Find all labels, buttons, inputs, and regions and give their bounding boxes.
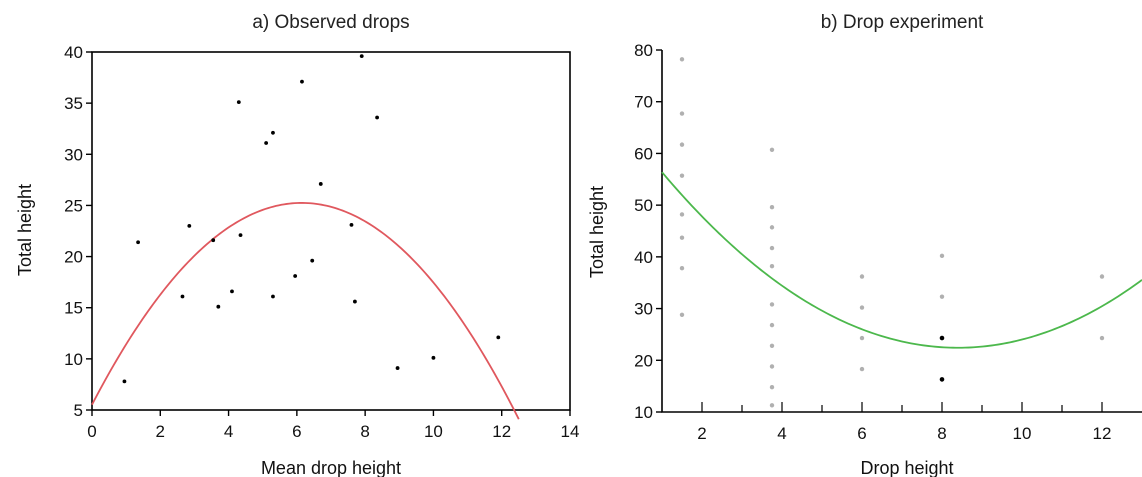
x-tick-label-b: 4 [777,424,786,443]
panel-observed-drops: a) Observed drops Mean drop height Total… [15,12,579,477]
x-axis-label-b: Drop height [860,458,953,477]
data-point-b [769,147,775,153]
data-point-a [187,223,192,228]
y-tick-label-a: 15 [64,299,83,318]
y-tick-label-b: 40 [634,248,653,267]
data-point-a [359,54,364,58]
y-tick-label-b: 70 [634,93,653,112]
x-tick-label-a: 12 [492,422,511,441]
y-tick-label-b: 30 [634,300,653,319]
data-point-a [310,258,315,263]
data-point-a [318,182,323,186]
x-tick-label-a: 10 [424,422,443,441]
data-point-a [238,233,243,237]
data-point-a [236,100,241,105]
data-point-b [679,235,685,240]
data-point-a [300,79,304,84]
data-point-a [216,304,221,309]
y-tick-label-a: 35 [64,94,83,113]
x-tick-label-b: 10 [1013,424,1032,443]
data-point-b [859,335,865,341]
data-point-b [859,366,865,372]
data-point-b [1099,335,1105,341]
y-tick-label-a: 40 [64,43,83,62]
data-point-a [496,335,501,340]
x-tick-label-b: 6 [857,424,866,443]
data-point-b [769,384,775,390]
data-point-a [349,222,354,227]
data-point-a [293,274,298,278]
fit-curve-a [91,202,520,420]
y-tick-label-a: 20 [64,248,83,267]
x-tick-label-b: 12 [1093,424,1112,443]
axis-lines-b [661,50,1142,413]
data-point-b [679,173,685,178]
chart-title-a: a) Observed drops [252,12,409,33]
fit-curve-b [661,171,1142,349]
x-tick-label-b: 2 [697,424,706,443]
data-point-b [769,364,775,369]
data-point-a [395,366,400,370]
y-tick-label-a: 10 [64,350,83,369]
y-tick-label-a: 5 [74,401,83,420]
data-point-b [939,335,945,341]
data-point-a [271,294,275,299]
data-point-a [122,379,127,384]
y-tick-label-b: 10 [634,403,653,422]
data-point-b [679,57,685,62]
data-point-b [939,294,945,299]
data-point-b [939,377,945,382]
y-tick-label-b: 50 [634,196,653,215]
data-point-a [136,240,140,245]
data-point-a [180,294,185,299]
data-point-b [939,253,945,259]
data-point-a [230,289,234,294]
data-point-a [375,115,379,120]
data-point-b [679,142,685,147]
data-point-b [769,225,775,230]
data-point-b [769,205,775,210]
y-axis-label-a: Total height [15,184,35,276]
data-point-b [859,305,865,310]
data-point-a [353,299,357,304]
data-point-b [859,274,865,279]
data-point-a [264,141,269,145]
data-point-b [769,403,775,408]
data-point-b [769,245,775,251]
data-point-b [1099,274,1105,279]
data-point-a [211,238,216,243]
data-point-b [769,302,775,307]
x-tick-label-a: 14 [561,422,580,441]
y-tick-label-a: 25 [64,196,83,215]
data-point-a [271,130,275,135]
data-point-b [769,322,775,328]
x-tick-label-a: 0 [87,422,96,441]
data-point-b [679,266,685,271]
x-axis-label-a: Mean drop height [261,458,401,477]
x-tick-label-b: 8 [937,424,946,443]
y-tick-label-b: 80 [634,41,653,60]
x-tick-label-a: 4 [224,422,233,441]
y-axis-label-b: Total height [587,186,607,278]
x-tick-label-a: 2 [156,422,165,441]
data-point-b [769,263,775,269]
data-point-b [679,312,685,317]
data-point-b [679,212,685,217]
panel-drop-experiment: b) Drop experiment Drop height Total hei… [587,12,1142,477]
chart-title-b: b) Drop experiment [821,12,984,33]
data-point-a [431,355,436,360]
y-tick-label-a: 30 [64,145,83,164]
data-point-b [679,111,685,116]
plot-frame-a [91,51,571,411]
x-tick-label-a: 8 [360,422,369,441]
y-tick-label-b: 60 [634,144,653,163]
data-point-b [769,343,775,349]
x-tick-label-a: 6 [292,422,301,441]
y-tick-label-b: 20 [634,351,653,370]
